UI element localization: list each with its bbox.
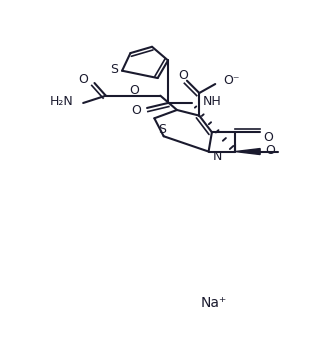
- Text: O: O: [78, 73, 88, 86]
- Text: S: S: [110, 62, 118, 75]
- Text: O: O: [266, 144, 275, 157]
- Text: N: N: [212, 150, 222, 163]
- Text: S: S: [158, 123, 166, 136]
- Text: O: O: [264, 131, 273, 144]
- Text: O: O: [131, 104, 141, 117]
- Text: Na⁺: Na⁺: [200, 296, 227, 310]
- Text: O⁻: O⁻: [223, 74, 240, 87]
- Text: O: O: [179, 69, 189, 82]
- Text: NH: NH: [203, 95, 222, 108]
- Polygon shape: [235, 148, 260, 154]
- Text: H₂N: H₂N: [49, 95, 73, 108]
- Text: O: O: [129, 84, 139, 97]
